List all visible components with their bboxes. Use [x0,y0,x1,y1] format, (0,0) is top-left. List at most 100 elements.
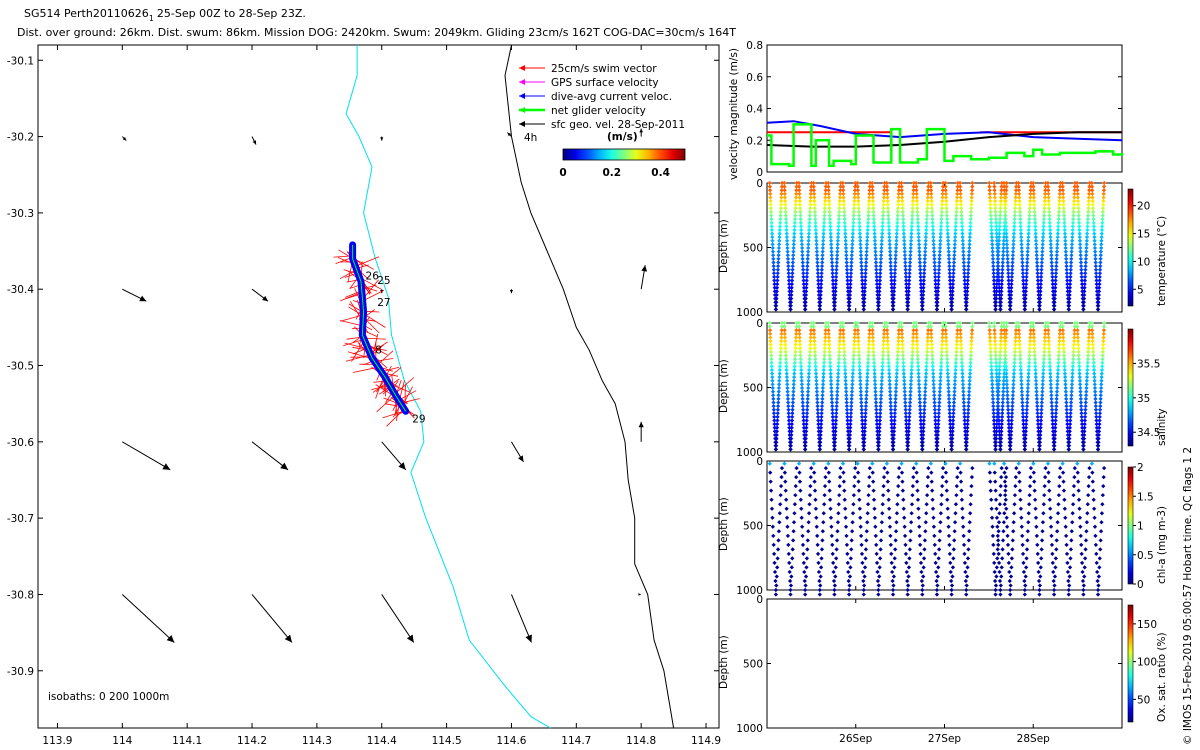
profile-point [819,274,824,280]
profile-point [793,213,798,218]
profile-point [821,220,827,225]
profile-point [826,198,832,204]
sfc-vector [122,441,171,471]
profile-point [955,180,960,186]
profile-point [871,202,876,207]
sfc-vector [251,441,289,471]
profile-point [876,300,881,305]
profile-point [819,271,824,276]
profile-point [817,307,823,312]
profile-point [842,209,847,215]
profile-point [844,256,849,261]
profile-point [778,209,783,215]
profile-point [909,235,914,240]
profile-point [939,209,944,215]
colorbar-bar [1127,188,1134,307]
profile-point [809,180,814,186]
profile-point [859,256,864,261]
profile-point [775,267,781,272]
profile-point [828,220,833,225]
profile-point [909,220,915,225]
profile-point [894,227,900,233]
profile-point [899,184,904,189]
profile-point [907,274,912,280]
map-legend: 25cm/s swim vector GPS surface velocity di… [519,63,685,131]
profile-point [808,191,813,196]
profile-point [936,274,941,280]
profile-point [900,202,905,207]
profile-point [847,300,852,305]
profile-point [827,216,833,222]
profile-point [833,292,838,298]
map-axes: 113.9 114 114.1 114.2 114.3 114.4 114.5 114.6 11… [7,45,721,747]
x-tick-label: 114.6 [496,735,526,747]
sfc-vector [121,594,175,643]
y-axis-label: Depth (m) [718,635,730,689]
profile-point [925,209,930,215]
profile-point [925,202,930,207]
profile-point [848,271,854,276]
profile-point [832,303,837,308]
profile-point [905,303,911,308]
profile-point [907,267,912,272]
profile-point [779,188,784,193]
profile-point [791,245,796,251]
sfc-vector-head [252,140,257,145]
swim-vector [352,366,379,373]
profile-point [886,227,892,233]
profile-point [880,216,885,222]
profile-point [945,227,950,233]
sfc-vector-head [380,137,384,141]
profile-point [793,195,799,200]
profile-point [815,274,821,280]
profile-point [843,231,848,236]
profile-point [775,278,780,283]
panel-frame [766,460,1123,591]
profile-point [855,191,861,196]
profile-point [866,198,872,204]
profile-point [813,213,818,218]
profile-point [918,274,923,280]
profile-point [812,206,817,211]
profile-point [908,256,913,261]
profile-point [870,198,876,204]
profile-point [841,191,846,196]
profile-point [871,209,876,215]
profile-point [849,267,854,272]
y-tick-label: 1000 [736,723,763,735]
profile-point [823,191,828,196]
profile-point [889,278,894,283]
profile-point [858,249,863,254]
profile-point [814,238,819,243]
chla-point [773,592,778,597]
profile-point [887,242,892,247]
profile-point [904,278,909,283]
profile-point [819,278,824,283]
profile-point [935,292,940,298]
profile-point [777,242,782,247]
profile-point [936,282,941,287]
profile-point [938,242,943,247]
swim-vector [362,290,385,302]
sfc-vector-head [638,593,642,596]
profile-point [896,184,902,189]
profile-point [929,206,935,211]
chla-point [949,592,954,597]
profile-point [865,238,870,243]
profile-point [933,285,938,290]
swim-vector [340,320,363,327]
profile-point [770,245,775,251]
profile-point [902,249,907,254]
profile-point [807,213,812,218]
y-axis-label: Depth (m) [718,219,730,273]
profile-point [819,282,824,287]
profile-point [879,249,884,254]
profile-point [784,235,790,240]
profile-point [850,227,856,233]
profile-point [803,296,808,301]
sfc-vector [638,421,644,442]
profile-point [877,289,882,294]
profile-point [937,245,943,251]
chla-point [1081,592,1086,597]
